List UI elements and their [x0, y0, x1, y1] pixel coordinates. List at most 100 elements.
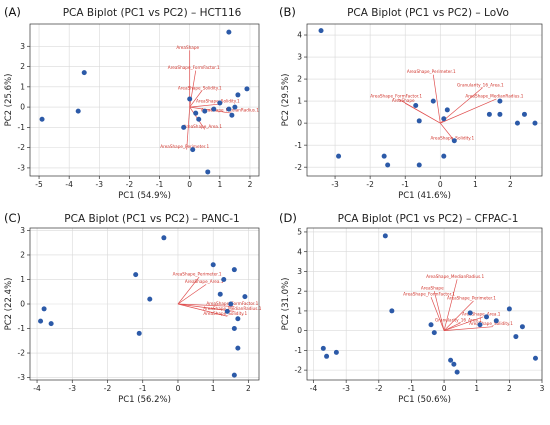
x-tick-label: -2 [375, 384, 383, 393]
y-tick-label: 1 [297, 97, 302, 106]
loading-label: AreaShape_Area.1 [185, 279, 224, 284]
x-tick-label: -1 [401, 180, 409, 189]
data-point [190, 147, 196, 153]
y-tick-label: 3 [20, 42, 25, 51]
y-tick-label: 2 [20, 251, 25, 260]
loading-arrow [443, 300, 474, 331]
data-point [235, 316, 241, 322]
x-tick-label: 1 [217, 180, 222, 189]
panel-letter: (D) [279, 211, 297, 225]
data-point [532, 120, 538, 126]
x-tick-label: 0 [187, 180, 192, 189]
x-tick-label: -1 [139, 384, 147, 393]
y-axis-label: PC2 (22.4%) [4, 278, 14, 331]
y-tick-label: -2 [18, 143, 26, 152]
x-tick-label: -3 [342, 384, 350, 393]
data-point [333, 349, 339, 355]
data-point [75, 108, 81, 114]
x-tick-label: 2 [508, 180, 513, 189]
loading-arrow [443, 316, 484, 331]
loading-label: AreaShape_Perimeter.1 [173, 272, 222, 277]
data-point [226, 106, 232, 112]
loading-arrow [405, 102, 441, 124]
data-point [244, 86, 250, 92]
data-point [242, 294, 248, 300]
data-point [324, 353, 330, 359]
y-tick-label: 0 [20, 103, 25, 112]
data-point [221, 276, 227, 282]
data-point [497, 98, 503, 104]
chart-title: PCA Biplot (PC1 vs PC2) – CFPAC-1 [338, 213, 519, 225]
data-point [38, 318, 44, 324]
loading-arrow [433, 291, 445, 331]
x-tick-label: 2 [507, 384, 512, 393]
x-tick-label: 1 [473, 180, 478, 189]
x-tick-label: 0 [442, 384, 447, 393]
loading-label: AreaShape_Area.1 [462, 311, 501, 316]
data-point [231, 326, 237, 332]
y-tick-label: -2 [18, 349, 26, 358]
y-axis-label: PC2 (25.6%) [4, 74, 14, 127]
data-point [448, 357, 454, 363]
data-point [385, 162, 391, 168]
plot-frame [306, 227, 543, 381]
x-axis-label: PC1 (41.6%) [398, 191, 451, 201]
y-tick-label: -3 [18, 163, 26, 172]
data-point [521, 111, 527, 117]
data-point [229, 112, 235, 118]
data-point [211, 106, 217, 112]
x-tick-label: 1 [474, 384, 479, 393]
x-axis-label: PC1 (50.6%) [398, 395, 451, 405]
x-tick-label: 2 [246, 384, 251, 393]
data-point [133, 272, 139, 278]
data-point [81, 70, 87, 76]
loading-arrow [177, 284, 207, 305]
y-tick-label: 2 [20, 62, 25, 71]
data-point [318, 28, 324, 34]
data-point [444, 107, 450, 113]
y-tick-label: -1 [18, 123, 26, 132]
y-tick-label: 4 [297, 247, 302, 256]
y-tick-label: -2 [295, 163, 303, 172]
data-point [202, 108, 208, 114]
x-tick-label: -1 [408, 384, 416, 393]
loading-arrow [177, 276, 200, 305]
data-point [232, 104, 238, 110]
data-point [506, 306, 512, 312]
data-point [513, 334, 519, 340]
loading-arrow [189, 90, 203, 108]
plot-frame [306, 23, 543, 177]
y-axis-label: PC2 (31.0%) [281, 278, 291, 331]
y-tick-label: 1 [297, 307, 302, 316]
y-tick-label: 3 [297, 53, 302, 62]
x-tick-label: -3 [96, 180, 104, 189]
loading-label: AreaShape_MedianRadius.1 [203, 306, 261, 311]
data-point [48, 321, 54, 327]
data-point [217, 291, 223, 297]
data-point [389, 308, 395, 314]
y-tick-label: 0 [297, 326, 302, 335]
chart-panel-4: (D) PCA Biplot (PC1 vs PC2) – CFPAC-1 -4 -3… [279, 211, 545, 405]
data-point [226, 29, 232, 35]
data-point [228, 301, 234, 307]
x-tick-label: -2 [126, 180, 134, 189]
y-tick-label: 1 [20, 275, 25, 284]
data-point [217, 100, 223, 106]
x-axis-label: PC1 (54.9%) [118, 191, 171, 201]
data-point [430, 98, 436, 104]
chart-panel-3: (C) PCA Biplot (PC1 vs PC2) – PANC-1 -4 -3 -… [4, 211, 262, 405]
x-tick-label: 3 [540, 384, 545, 393]
y-tick-label: -1 [18, 324, 26, 333]
loading-arrow [444, 326, 494, 331]
x-tick-label: -4 [65, 180, 73, 189]
data-point [235, 345, 241, 351]
loading-label: Granularity_16_Area.1 [435, 317, 482, 322]
panel-letter: (C) [4, 211, 21, 225]
y-tick-label: 2 [297, 75, 302, 84]
data-point [477, 322, 483, 328]
y-tick-label: 0 [297, 119, 302, 128]
chart-title: PCA Biplot (PC1 vs PC2) – LoVo [347, 7, 509, 19]
y-tick-label: 3 [20, 226, 25, 235]
data-point [486, 111, 492, 117]
